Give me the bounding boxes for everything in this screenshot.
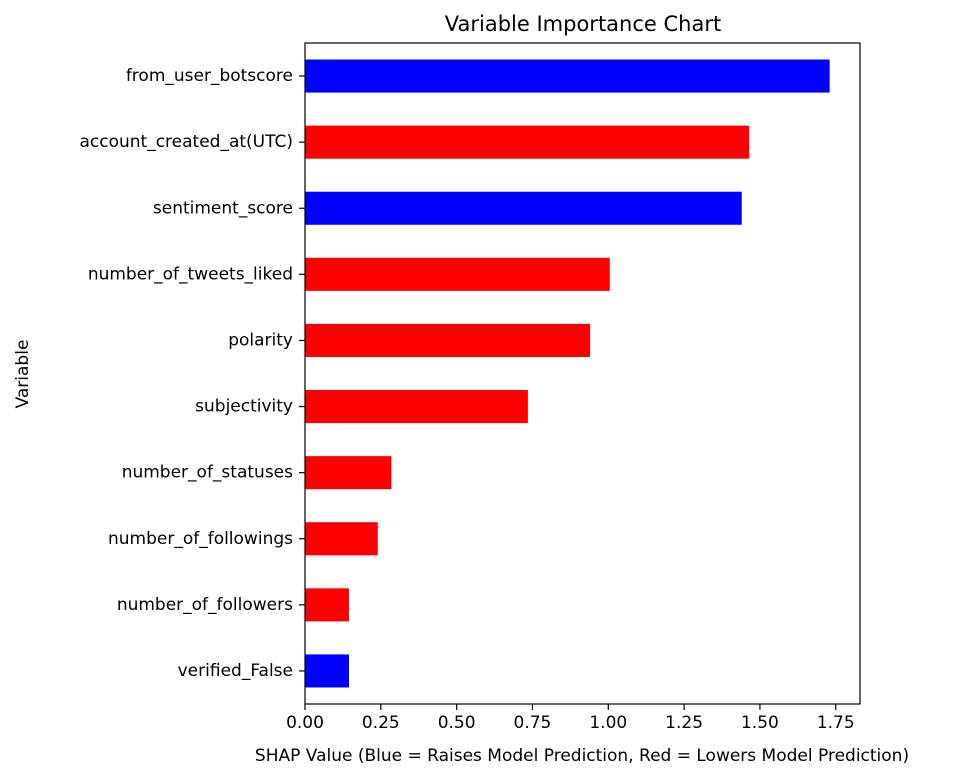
y-tick-label: number_of_followers xyxy=(117,595,293,615)
y-tick-label: sentiment_score xyxy=(153,198,293,218)
y-tick-label: from_user_botscore xyxy=(126,66,293,86)
bar-subjectivity xyxy=(305,390,528,424)
x-axis-label: SHAP Value (Blue = Raises Model Predicti… xyxy=(255,746,909,766)
x-tick-label: 1.75 xyxy=(817,713,855,733)
x-tick-label: 0.75 xyxy=(514,713,552,733)
bar-from-user-botscore xyxy=(305,59,830,93)
y-tick-label: number_of_statuses xyxy=(122,463,293,483)
bars-group xyxy=(305,59,830,688)
bar-sentiment-score xyxy=(305,191,742,225)
bar-number-of-statuses xyxy=(305,456,392,490)
bar-verified-false xyxy=(305,654,349,688)
y-tick-labels: from_user_botscore account_created_at(UTC… xyxy=(79,66,305,681)
x-tick-label: 1.50 xyxy=(741,713,779,733)
y-tick-label: verified_False xyxy=(178,661,293,681)
x-ticks: 0.00 0.25 0.50 0.75 1.00 1.25 1.50 1.75 xyxy=(286,704,855,733)
x-tick-label: 1.00 xyxy=(589,713,627,733)
x-tick-label: 0.00 xyxy=(286,713,324,733)
bar-number-of-tweets-liked xyxy=(305,257,610,291)
chart-title: Variable Importance Chart xyxy=(445,12,721,36)
y-tick-label: number_of_followings xyxy=(108,529,293,549)
bar-account-created-at-utc- xyxy=(305,125,750,159)
y-tick-label: account_created_at(UTC) xyxy=(79,132,293,152)
y-tick-label: number_of_tweets_liked xyxy=(88,264,293,284)
bar-number-of-followings xyxy=(305,522,378,556)
x-tick-label: 1.25 xyxy=(665,713,703,733)
bar-polarity xyxy=(305,323,591,357)
bar-number-of-followers xyxy=(305,588,349,622)
y-axis-label: Variable xyxy=(13,340,33,409)
plot-frame xyxy=(304,42,861,705)
y-tick-label: subjectivity xyxy=(195,397,293,417)
y-tick-label: polarity xyxy=(228,330,293,350)
x-tick-label: 0.25 xyxy=(362,713,400,733)
x-tick-label: 0.50 xyxy=(438,713,476,733)
